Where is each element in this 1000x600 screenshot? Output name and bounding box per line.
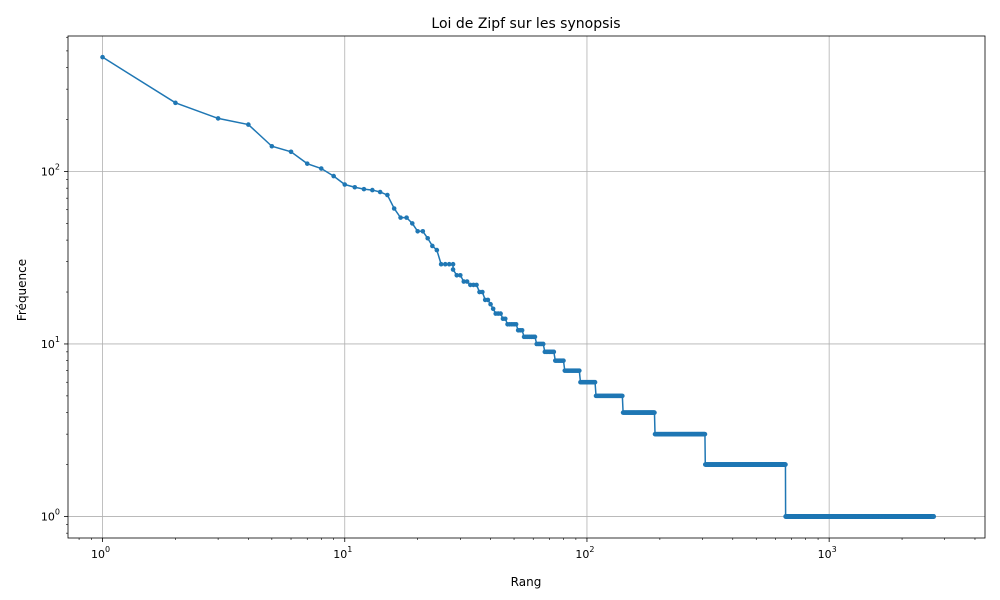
data-point: [318, 166, 324, 171]
y-tick-label: 102: [41, 162, 60, 178]
data-point: [446, 261, 452, 267]
series-frequency: [100, 54, 936, 519]
data-point: [415, 228, 420, 234]
data-point: [450, 261, 456, 267]
data-point: [398, 215, 403, 220]
data-point: [288, 149, 294, 155]
data-point: [532, 334, 538, 340]
chart-title: Loi de Zipf sur les synopsis: [431, 16, 620, 32]
plot-frame: [67, 35, 986, 539]
data-point: [592, 379, 598, 385]
data-point: [420, 228, 426, 234]
y-tick-label: 100: [41, 507, 60, 523]
data-point: [519, 328, 525, 333]
data-point: [352, 184, 358, 190]
data-point: [409, 221, 415, 226]
x-tick-label: 100: [91, 545, 110, 561]
x-tick-label: 102: [575, 545, 594, 561]
data-point: [246, 122, 251, 127]
data-point: [551, 349, 557, 355]
data-point: [404, 215, 409, 220]
data-point: [490, 306, 496, 312]
data-point: [485, 297, 491, 303]
data-point: [269, 143, 275, 149]
data-point: [442, 261, 448, 267]
data-point: [438, 261, 444, 267]
data-point: [458, 273, 463, 278]
data-point: [215, 116, 221, 121]
data-point: [480, 289, 485, 295]
grid-lines: [68, 36, 985, 538]
data-point: [377, 189, 383, 195]
data-point: [620, 393, 625, 399]
x-tick-label: 101: [333, 545, 352, 561]
data-point: [652, 410, 657, 415]
data-point: [461, 279, 467, 284]
data-point: [430, 243, 435, 249]
data-point: [702, 431, 708, 437]
data-point: [561, 358, 566, 363]
data-point: [391, 206, 397, 211]
data-point: [464, 279, 470, 284]
data-point: [502, 316, 508, 322]
data-point: [498, 311, 503, 316]
data-point: [385, 192, 390, 198]
data-point: [488, 301, 493, 307]
data-point: [342, 182, 348, 187]
data-point: [931, 514, 936, 519]
x-tick-label: 103: [818, 545, 837, 561]
x-axis-label: Rang: [511, 575, 542, 589]
data-point: [540, 341, 546, 347]
data-point: [361, 186, 367, 192]
data-point: [454, 273, 460, 278]
data-point: [425, 235, 430, 241]
data-point: [577, 368, 582, 373]
series-markers: [100, 54, 936, 519]
data-point: [434, 247, 440, 253]
y-tick-label: 101: [41, 335, 60, 351]
data-point: [783, 462, 788, 467]
data-point: [304, 161, 310, 166]
data-point: [450, 267, 456, 272]
data-point: [513, 322, 519, 327]
y-axis-label: Fréquence: [15, 259, 29, 321]
data-point: [331, 173, 336, 179]
data-point: [100, 54, 105, 60]
data-point: [474, 282, 479, 288]
data-point: [173, 100, 178, 106]
data-point: [370, 187, 375, 193]
axis-ticks: 100 101 102 103 100 101 102: [41, 162, 837, 561]
